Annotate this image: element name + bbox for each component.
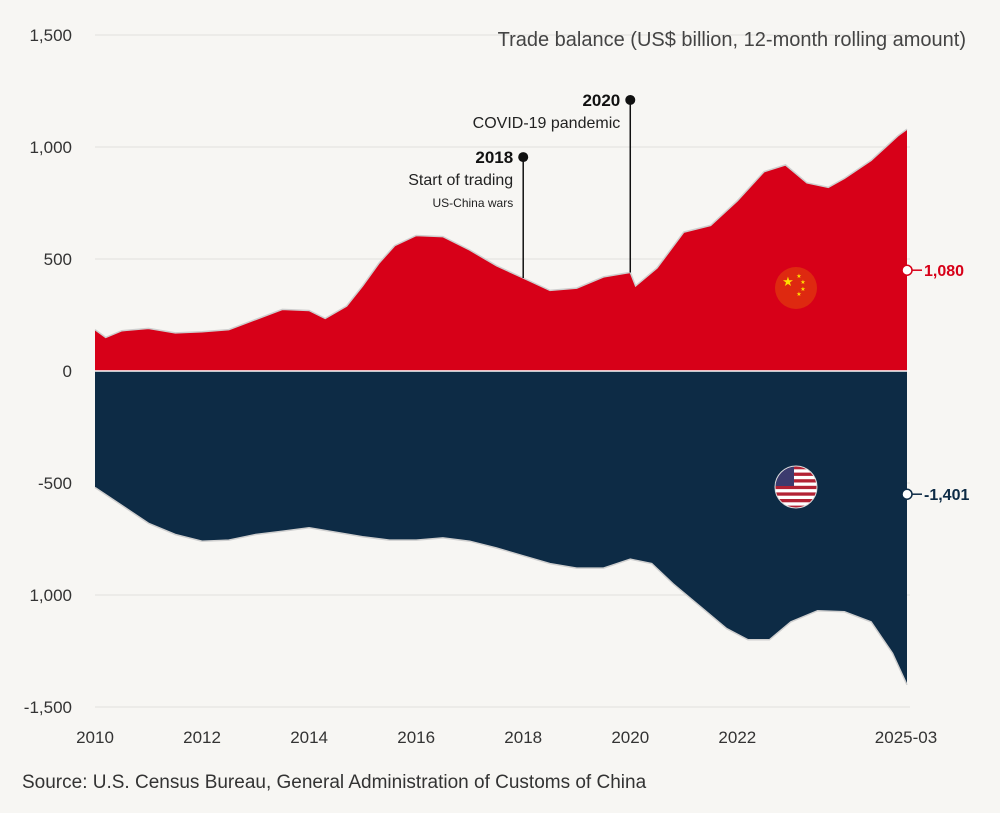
svg-text:★: ★ — [782, 274, 794, 289]
x-tick-label: 2022 — [718, 728, 756, 747]
area-series: 1,080 -1,401 — [94, 128, 969, 686]
y-tick-label: 1,000 — [29, 138, 72, 157]
x-tick-label: 2012 — [183, 728, 221, 747]
y-tick-label: 1,500 — [29, 26, 72, 45]
china-flag-icon: ★ ★ ★ ★ ★ — [775, 267, 817, 309]
svg-text:★: ★ — [800, 286, 805, 293]
annotation-label: COVID-19 pandemic — [473, 115, 621, 132]
annotation-dot — [625, 94, 636, 105]
annotation-label: US-China wars — [433, 196, 514, 210]
end-value-label: -1,401 — [924, 487, 969, 504]
y-tick-label: 1,000 — [29, 586, 72, 605]
y-tick-label: -1,500 — [24, 698, 72, 717]
y-tick-label: 0 — [63, 362, 72, 381]
x-tick-label: 2010 — [76, 728, 114, 747]
area-outline — [94, 486, 908, 686]
x-tick-label: 2016 — [397, 728, 435, 747]
annotation-year: 2020 — [582, 91, 620, 110]
svg-text:★: ★ — [800, 279, 805, 286]
y-tick-label: 500 — [44, 250, 72, 269]
annotation-label: Start of trading — [408, 172, 513, 189]
x-axis-ticks: 2010 2012 2014 2016 2018 2020 2022 2025-03 — [76, 728, 937, 747]
y-axis-ticks: 1,500 1,000 500 0 -500 1,000 -1,500 — [24, 26, 72, 717]
area-outline — [94, 128, 908, 339]
x-tick-label: 2025-03 — [875, 728, 937, 747]
annotations: 2018 Start of trading US-China wars 2020 COV… — [408, 91, 636, 279]
x-tick-label: 2018 — [504, 728, 542, 747]
x-tick-label: 2014 — [290, 728, 328, 747]
end-marker — [901, 488, 913, 500]
annotation-dot — [518, 152, 529, 163]
area-united-states — [95, 371, 907, 685]
end-value-label: 1,080 — [924, 263, 964, 280]
annotation-year: 2018 — [475, 148, 513, 167]
us-flag-icon — [774, 465, 818, 509]
x-tick-label: 2020 — [611, 728, 649, 747]
chart-title: Trade balance (US$ billion, 12-month rol… — [498, 29, 966, 51]
y-tick-label: -500 — [38, 474, 72, 493]
svg-text:★: ★ — [796, 273, 801, 280]
svg-text:★: ★ — [796, 291, 801, 298]
end-marker — [901, 264, 913, 276]
source-note: Source: U.S. Census Bureau, General Admi… — [22, 772, 647, 793]
